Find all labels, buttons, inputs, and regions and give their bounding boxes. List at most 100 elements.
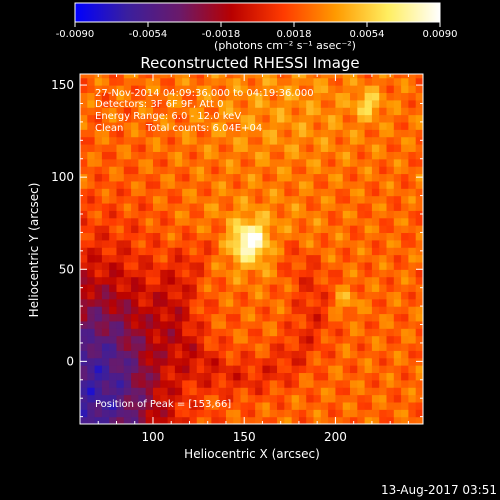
heatmap-cell	[152, 180, 161, 189]
heatmap-cell	[371, 188, 380, 197]
heatmap-cell	[189, 357, 198, 366]
heatmap-cell	[298, 328, 307, 337]
heatmap-cell	[116, 202, 125, 211]
heatmap-cell	[138, 166, 147, 175]
heatmap-cell	[379, 180, 388, 189]
heatmap-cell	[357, 99, 366, 108]
heatmap-cell	[233, 320, 242, 329]
heatmap-cell	[298, 77, 307, 86]
heatmap-cell	[364, 372, 373, 381]
heatmap-cell	[291, 284, 300, 292]
heatmap-cell	[415, 342, 423, 351]
heatmap-cell	[225, 379, 234, 388]
heatmap-cell	[225, 99, 234, 108]
heatmap-cell	[255, 217, 264, 226]
heatmap-cell	[204, 129, 212, 138]
heatmap-cell	[109, 180, 118, 189]
heatmap-cell	[320, 166, 329, 175]
heatmap-cell	[291, 379, 300, 388]
heatmap-cell	[182, 335, 191, 344]
heatmap-cell	[335, 416, 344, 424]
heatmap-cell	[87, 85, 96, 94]
heatmap-cell	[131, 166, 139, 175]
heatmap-cell	[393, 387, 402, 396]
heatmap-cell	[138, 173, 147, 182]
heatmap-cell	[145, 180, 154, 189]
heatmap-cell	[94, 210, 103, 219]
heatmap-cell	[204, 247, 212, 256]
heatmap-cell	[298, 158, 307, 167]
heatmap-cell	[408, 85, 417, 94]
heatmap-cell	[145, 372, 154, 381]
heatmap-cell	[160, 77, 169, 86]
heatmap-cell	[379, 365, 388, 374]
heatmap-cell	[393, 225, 402, 234]
heatmap-cell	[174, 261, 183, 270]
heatmap-cell	[94, 394, 103, 403]
heatmap-cell	[335, 298, 344, 307]
heatmap-cell	[306, 284, 315, 292]
heatmap-cell	[342, 158, 351, 167]
heatmap-cell	[94, 247, 103, 256]
heatmap-cell	[401, 85, 410, 94]
heatmap-cell	[320, 276, 329, 285]
heatmap-cell	[101, 254, 110, 263]
heatmap-cell	[160, 394, 169, 403]
heatmap-cell	[233, 232, 242, 241]
heatmap-cell	[196, 195, 205, 204]
heatmap-cell	[131, 306, 139, 315]
heatmap-cell	[255, 239, 264, 248]
heatmap-cell	[262, 306, 271, 315]
heatmap-cell	[123, 416, 132, 424]
heatmap-cell	[408, 136, 417, 145]
heatmap-cell	[152, 121, 161, 130]
heatmap-cell	[225, 136, 234, 145]
heatmap-cell	[174, 409, 183, 418]
heatmap-cell	[101, 409, 110, 418]
heatmap-cell	[138, 195, 147, 204]
heatmap-cell	[379, 409, 388, 418]
heatmap-cell	[87, 350, 96, 359]
heatmap-cell	[218, 107, 227, 116]
heatmap-cell	[357, 320, 366, 329]
heatmap-cell	[101, 247, 110, 256]
heatmap-cell	[320, 107, 329, 116]
heatmap-cell	[255, 387, 264, 396]
heatmap-cell	[335, 350, 344, 359]
heatmap-cell	[335, 365, 344, 374]
heatmap-cell	[350, 416, 358, 424]
heatmap-cell	[247, 276, 256, 285]
heatmap-cell	[364, 247, 373, 256]
heatmap-cell	[255, 202, 264, 211]
heatmap-cell	[109, 276, 118, 285]
heatmap-cell	[335, 136, 344, 145]
heatmap-cell	[174, 350, 183, 359]
heatmap-cell	[189, 217, 198, 226]
heatmap-cell	[335, 77, 344, 86]
heatmap-cell	[364, 144, 373, 152]
heatmap-cell	[211, 254, 220, 263]
heatmap-cell	[364, 276, 373, 285]
heatmap-cell	[211, 387, 220, 396]
heatmap-cell	[182, 217, 191, 226]
heatmap-cell	[284, 129, 293, 138]
heatmap-cell	[233, 151, 242, 160]
heatmap-cell	[313, 85, 322, 94]
heatmap-cell	[262, 261, 271, 270]
heatmap-cell	[364, 136, 373, 145]
heatmap-cell	[211, 180, 220, 189]
heatmap-cell	[415, 394, 423, 403]
heatmap-cell	[313, 409, 322, 418]
heatmap-cell	[320, 342, 329, 351]
heatmap-cell	[182, 409, 191, 418]
heatmap-cell	[415, 254, 423, 263]
heatmap-cell	[182, 394, 191, 403]
heatmap-cell	[225, 173, 234, 182]
heatmap-cell	[320, 180, 329, 189]
heatmap-cell	[277, 254, 285, 263]
heatmap-cell	[342, 225, 351, 234]
heatmap-cell	[386, 92, 395, 101]
heatmap-cell	[225, 313, 234, 322]
heatmap-cell	[160, 342, 169, 351]
heatmap-cell	[401, 350, 410, 359]
